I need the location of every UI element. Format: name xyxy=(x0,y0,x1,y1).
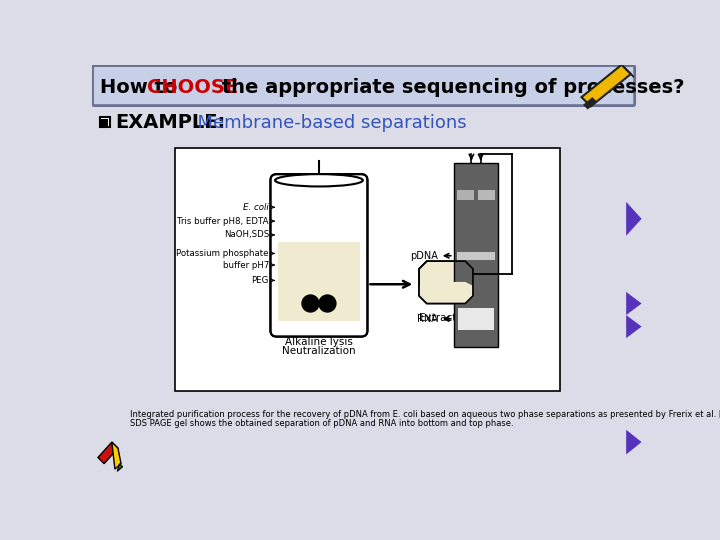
Text: E. coli: E. coli xyxy=(243,202,269,212)
Text: the appropriate sequencing of processes?: the appropriate sequencing of processes? xyxy=(215,78,685,97)
Polygon shape xyxy=(583,97,597,110)
Text: CHOOSE: CHOOSE xyxy=(148,78,238,97)
Polygon shape xyxy=(626,292,642,315)
Text: SDS PAGE gel shows the obtained separation of pDNA and RNA into bottom and top p: SDS PAGE gel shows the obtained separati… xyxy=(130,419,514,428)
FancyBboxPatch shape xyxy=(93,65,634,106)
Text: Tris buffer pH8, EDTA: Tris buffer pH8, EDTA xyxy=(177,217,269,226)
Text: Extraction: Extraction xyxy=(419,313,473,323)
Bar xyxy=(456,190,474,200)
Circle shape xyxy=(302,295,319,312)
Text: pDNA: pDNA xyxy=(410,251,438,261)
Bar xyxy=(477,190,495,200)
Ellipse shape xyxy=(275,174,363,186)
Polygon shape xyxy=(621,65,634,77)
Text: buffer pH7: buffer pH7 xyxy=(222,260,269,269)
Bar xyxy=(459,308,494,330)
Polygon shape xyxy=(626,315,642,338)
Text: PEG: PEG xyxy=(251,276,269,285)
Polygon shape xyxy=(419,282,473,303)
Text: NaOH,SDS: NaOH,SDS xyxy=(224,231,269,239)
Polygon shape xyxy=(626,430,642,455)
Polygon shape xyxy=(112,442,121,469)
Polygon shape xyxy=(419,261,473,303)
Text: EXAMPLE:: EXAMPLE: xyxy=(115,113,225,132)
Polygon shape xyxy=(582,65,631,106)
Bar xyxy=(99,117,109,127)
Circle shape xyxy=(319,295,336,312)
Text: Integrated purification process for the recovery of pDNA from E. coli based on a: Integrated purification process for the … xyxy=(130,410,720,418)
Text: Potassium phosphate: Potassium phosphate xyxy=(176,249,269,258)
Bar xyxy=(278,242,360,321)
Bar xyxy=(175,148,560,390)
Text: RNA: RNA xyxy=(418,314,438,324)
Text: Membrane-based separations: Membrane-based separations xyxy=(186,113,467,132)
Bar xyxy=(101,119,108,126)
Polygon shape xyxy=(117,464,122,471)
Bar xyxy=(456,252,495,260)
Bar xyxy=(454,164,498,347)
FancyBboxPatch shape xyxy=(271,174,367,336)
Polygon shape xyxy=(626,202,642,236)
Text: Neutralization: Neutralization xyxy=(282,346,356,356)
Text: Alkaline lysis: Alkaline lysis xyxy=(285,336,353,347)
Text: How to: How to xyxy=(99,78,184,97)
Polygon shape xyxy=(98,442,118,464)
